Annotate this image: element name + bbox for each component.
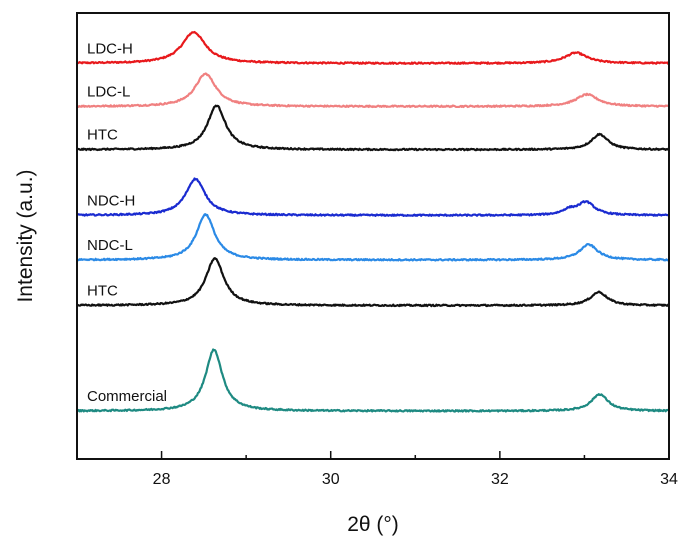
series-label-ldc-l-1: LDC-L bbox=[87, 84, 130, 101]
series-line-htc-2 bbox=[76, 104, 670, 152]
x-tick-label-34: 34 bbox=[660, 471, 678, 488]
x-ticks-layer: 28 30 32 34 bbox=[76, 451, 678, 488]
series-line-ldc-h-0 bbox=[76, 30, 670, 65]
series-label-commercial-6: Commercial bbox=[87, 388, 167, 405]
x-tick-label-30: 30 bbox=[322, 471, 340, 488]
series-label-ldc-h-0: LDC-H bbox=[87, 40, 133, 57]
plot-frame bbox=[76, 12, 670, 460]
series-line-commercial-6 bbox=[76, 348, 670, 413]
series-label-ndc-h-3: NDC-H bbox=[87, 192, 135, 209]
series-line-htc-5 bbox=[76, 257, 670, 308]
series-labels-layer: LDC-H LDC-L HTC NDC-H NDC-L HTC Commercial bbox=[87, 40, 167, 405]
curves-layer bbox=[76, 30, 670, 413]
series-label-ndc-l-4: NDC-L bbox=[87, 237, 133, 254]
series-line-ndc-h-3 bbox=[76, 177, 670, 217]
y-axis-title: Intensity (a.u.) bbox=[14, 169, 37, 302]
x-tick-label-32: 32 bbox=[491, 471, 509, 488]
series-line-ndc-l-4 bbox=[76, 213, 670, 262]
x-axis-title: 2θ (°) bbox=[347, 513, 399, 536]
series-line-ldc-l-1 bbox=[76, 72, 670, 109]
x-tick-label-28: 28 bbox=[153, 471, 171, 488]
series-label-htc-2: HTC bbox=[87, 127, 118, 144]
series-label-htc-5: HTC bbox=[87, 283, 118, 300]
